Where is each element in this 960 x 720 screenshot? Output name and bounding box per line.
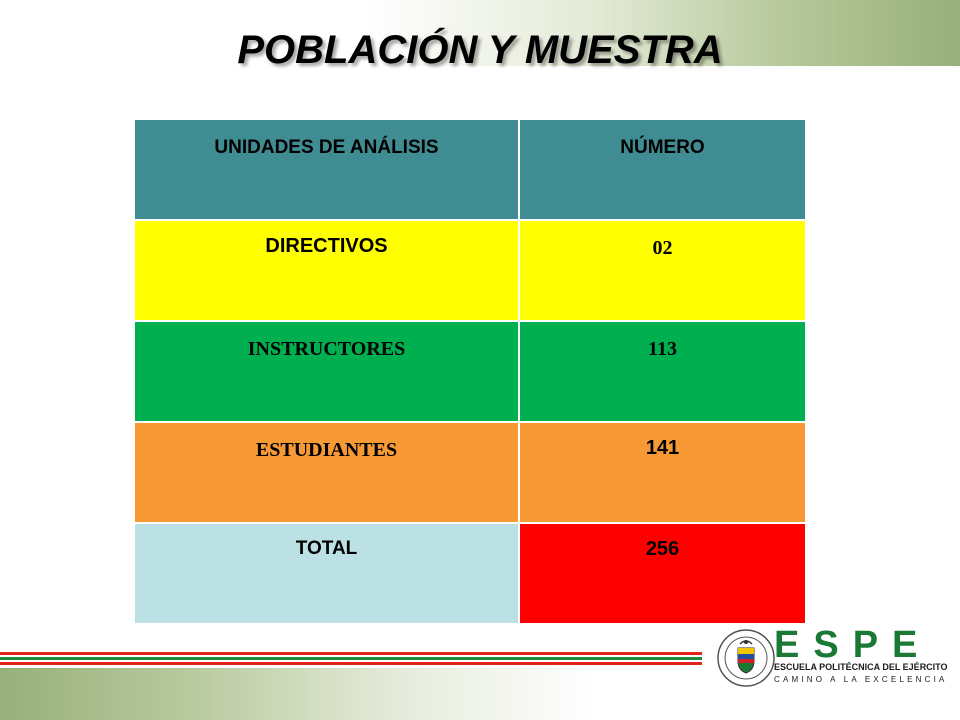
decorative-rule [0, 662, 702, 665]
row-label: ESTUDIANTES [255, 439, 398, 461]
header-cell-number: NÚMERO [518, 118, 807, 221]
table-row-total: TOTAL 256 [133, 522, 807, 625]
cell-label: ESTUDIANTES [133, 421, 520, 524]
cell-label: TOTAL [133, 522, 520, 625]
row-label: INSTRUCTORES [247, 338, 406, 360]
population-table: UNIDADES DE ANÁLISIS NÚMERO DIRECTIVOS 0… [133, 118, 807, 625]
cell-value: 113 [518, 320, 807, 423]
cell-value: 256 [518, 522, 807, 625]
espe-wordmark: ESPE [774, 624, 932, 666]
header-number-label: NÚMERO [620, 137, 705, 158]
header-units-label: UNIDADES DE ANÁLISIS [214, 137, 439, 158]
espe-logo: ESPE ESCUELA POLITÉCNICA DEL EJÉRCITO CA… [706, 624, 948, 692]
decorative-rule [0, 657, 702, 660]
top-gradient-band [0, 0, 960, 66]
cell-value: 02 [518, 219, 807, 322]
decorative-rule [0, 660, 702, 662]
header-cell-units: UNIDADES DE ANÁLISIS [133, 118, 520, 221]
cell-value: 141 [518, 421, 807, 524]
cell-label: DIRECTIVOS [133, 219, 520, 322]
table-row-directivos: DIRECTIVOS 02 [133, 219, 807, 322]
cell-label: INSTRUCTORES [133, 320, 520, 423]
row-value: 256 [645, 538, 680, 560]
espe-motto: CAMINO A LA EXCELENCIA [774, 675, 948, 684]
row-label: TOTAL [295, 538, 358, 559]
row-value: 113 [648, 338, 677, 360]
table-row-estudiantes: ESTUDIANTES 141 [133, 421, 807, 524]
table-header-row: UNIDADES DE ANÁLISIS NÚMERO [133, 118, 807, 221]
decorative-rule [0, 652, 702, 655]
row-value: 141 [645, 437, 680, 459]
espe-seal-icon [717, 629, 775, 687]
row-label: DIRECTIVOS [265, 235, 388, 257]
decorative-rule [0, 655, 702, 657]
espe-institution-name: ESCUELA POLITÉCNICA DEL EJÉRCITO [774, 662, 948, 672]
slide-title: POBLACIÓN Y MUESTRA [237, 28, 723, 72]
row-value: 02 [652, 237, 673, 259]
table-row-instructores: INSTRUCTORES 113 [133, 320, 807, 423]
